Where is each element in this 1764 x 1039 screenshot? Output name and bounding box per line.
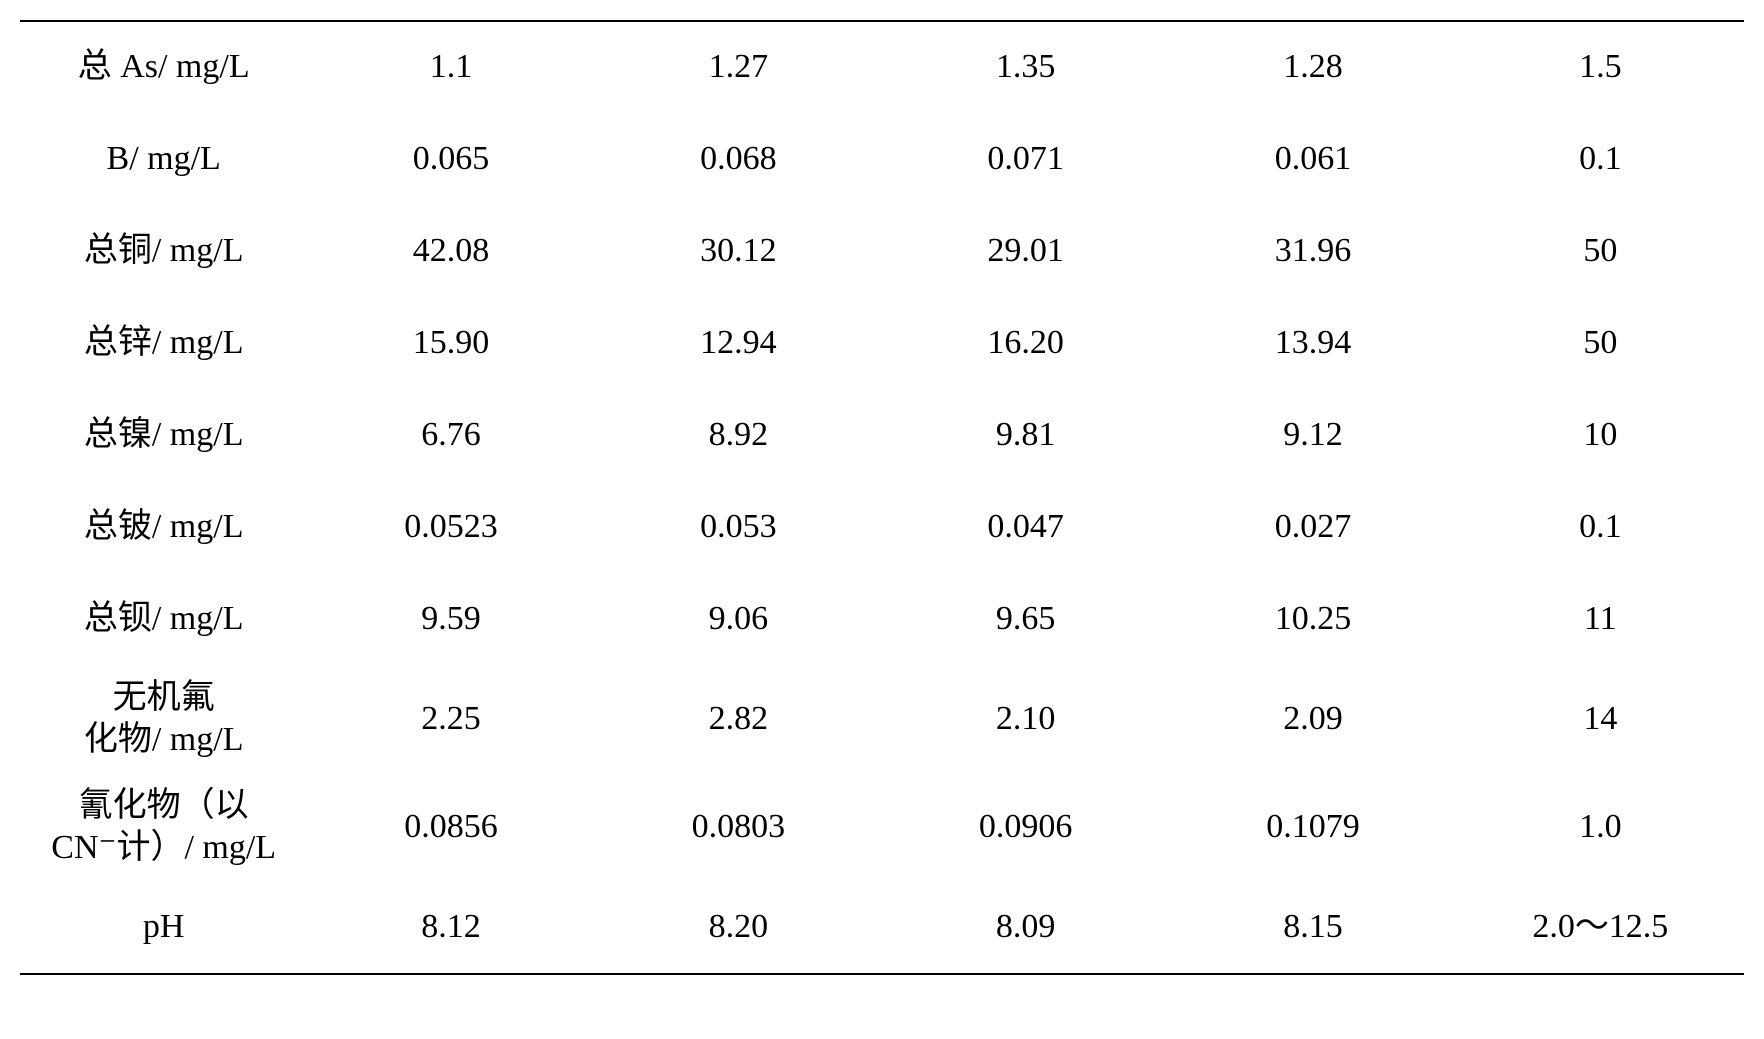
table-row: 总锌/ mg/L 15.90 12.94 16.20 13.94 50 [20, 297, 1744, 389]
cell-value: 2.0～12.5 [1457, 881, 1744, 974]
cell-value: 9.65 [882, 573, 1169, 665]
table-body: 总 As/ mg/L 1.1 1.27 1.35 1.28 1.5 B/ mg/… [20, 21, 1744, 974]
table-row: 总铍/ mg/L 0.0523 0.053 0.047 0.027 0.1 [20, 481, 1744, 573]
cell-value: 0.053 [595, 481, 882, 573]
table-row: 总镍/ mg/L 6.76 8.92 9.81 9.12 10 [20, 389, 1744, 481]
cell-value: 8.92 [595, 389, 882, 481]
cell-value: 2.10 [882, 665, 1169, 773]
cell-value: 8.20 [595, 881, 882, 974]
cell-value: 9.06 [595, 573, 882, 665]
cell-value: 0.1 [1457, 113, 1744, 205]
row-label: B/ mg/L [20, 113, 307, 205]
cell-value: 29.01 [882, 205, 1169, 297]
cell-value: 13.94 [1169, 297, 1456, 389]
table-row: 总铜/ mg/L 42.08 30.12 29.01 31.96 50 [20, 205, 1744, 297]
cell-value: 1.35 [882, 21, 1169, 113]
cell-value: 2.25 [307, 665, 594, 773]
cell-value: 9.59 [307, 573, 594, 665]
cell-value: 1.5 [1457, 21, 1744, 113]
row-label: 总锌/ mg/L [20, 297, 307, 389]
cell-value: 50 [1457, 205, 1744, 297]
cell-value: 0.1 [1457, 481, 1744, 573]
cell-value: 0.1079 [1169, 773, 1456, 881]
cell-value: 31.96 [1169, 205, 1456, 297]
cell-value: 42.08 [307, 205, 594, 297]
cell-value: 0.061 [1169, 113, 1456, 205]
cell-value: 1.0 [1457, 773, 1744, 881]
row-label: 无机氟 化物/ mg/L [20, 665, 307, 773]
cell-value: 16.20 [882, 297, 1169, 389]
cell-value: 0.068 [595, 113, 882, 205]
table-row: 无机氟 化物/ mg/L 2.25 2.82 2.10 2.09 14 [20, 665, 1744, 773]
cell-value: 0.0856 [307, 773, 594, 881]
cell-value: 0.027 [1169, 481, 1456, 573]
table-row: pH 8.12 8.20 8.09 8.15 2.0～12.5 [20, 881, 1744, 974]
cell-value: 8.12 [307, 881, 594, 974]
row-label: pH [20, 881, 307, 974]
row-label: 总钡/ mg/L [20, 573, 307, 665]
cell-value: 30.12 [595, 205, 882, 297]
cell-value: 10 [1457, 389, 1744, 481]
cell-value: 0.071 [882, 113, 1169, 205]
row-label: 总镍/ mg/L [20, 389, 307, 481]
cell-value: 10.25 [1169, 573, 1456, 665]
table-row: 总钡/ mg/L 9.59 9.06 9.65 10.25 11 [20, 573, 1744, 665]
cell-value: 0.065 [307, 113, 594, 205]
cell-value: 15.90 [307, 297, 594, 389]
row-label: 总 As/ mg/L [20, 21, 307, 113]
cell-value: 9.12 [1169, 389, 1456, 481]
cell-value: 50 [1457, 297, 1744, 389]
row-label: 总铍/ mg/L [20, 481, 307, 573]
cell-value: 0.0906 [882, 773, 1169, 881]
row-label-line2: 化物/ mg/L [20, 719, 307, 762]
cell-value: 2.09 [1169, 665, 1456, 773]
row-label: 总铜/ mg/L [20, 205, 307, 297]
cell-value: 1.28 [1169, 21, 1456, 113]
cell-value: 0.0523 [307, 481, 594, 573]
row-label: 氰化物（以 CN⁻计）/ mg/L [20, 773, 307, 881]
cell-value: 12.94 [595, 297, 882, 389]
table-row: 氰化物（以 CN⁻计）/ mg/L 0.0856 0.0803 0.0906 0… [20, 773, 1744, 881]
cell-value: 14 [1457, 665, 1744, 773]
row-label-line1: 无机氟 [20, 677, 307, 720]
table-row: 总 As/ mg/L 1.1 1.27 1.35 1.28 1.5 [20, 21, 1744, 113]
cell-value: 1.27 [595, 21, 882, 113]
cell-value: 9.81 [882, 389, 1169, 481]
cell-value: 8.09 [882, 881, 1169, 974]
data-table-container: 总 As/ mg/L 1.1 1.27 1.35 1.28 1.5 B/ mg/… [20, 20, 1744, 975]
data-table: 总 As/ mg/L 1.1 1.27 1.35 1.28 1.5 B/ mg/… [20, 20, 1744, 975]
cell-value: 11 [1457, 573, 1744, 665]
row-label-line2: CN⁻计）/ mg/L [20, 827, 307, 870]
row-label-line1: 氰化物（以 [20, 785, 307, 828]
cell-value: 1.1 [307, 21, 594, 113]
cell-value: 0.047 [882, 481, 1169, 573]
cell-value: 0.0803 [595, 773, 882, 881]
cell-value: 8.15 [1169, 881, 1456, 974]
table-row: B/ mg/L 0.065 0.068 0.071 0.061 0.1 [20, 113, 1744, 205]
cell-value: 2.82 [595, 665, 882, 773]
cell-value: 6.76 [307, 389, 594, 481]
